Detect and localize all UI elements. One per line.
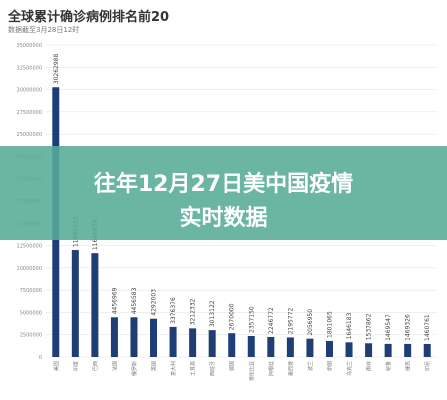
- bar-value-label: 4456969: [111, 287, 118, 314]
- bar-value-label: 3013122: [209, 300, 216, 327]
- bar: [286, 337, 294, 357]
- headline-line-2: 实时数据: [179, 206, 268, 231]
- bar: [247, 335, 255, 357]
- bar: [208, 330, 216, 357]
- bar-value-label: 1646183: [346, 312, 353, 339]
- bar: [325, 340, 333, 357]
- bar-value-label: 1469547: [385, 314, 392, 341]
- bar-value-label: 2195772: [287, 308, 294, 335]
- x-tick-label: 秘鲁: [385, 361, 392, 371]
- bar-value-label: 2246772: [268, 307, 275, 334]
- bar: [110, 317, 118, 357]
- bar: [71, 250, 79, 357]
- x-tick-label: 阿根廷: [268, 361, 275, 376]
- x-tick-label: 伊朗: [326, 361, 333, 371]
- bar: [423, 343, 431, 357]
- x-tick-label: 印尼: [424, 361, 431, 371]
- x-tick-label: 墨西哥: [288, 361, 294, 376]
- bar-value-label: 30262988: [53, 54, 60, 85]
- x-tick-label: 印度: [72, 361, 79, 371]
- bar-value-label: 3212332: [190, 298, 197, 325]
- bar: [228, 333, 236, 357]
- bar-value-label: 4456583: [131, 287, 138, 314]
- x-tick-label: 德国: [229, 361, 236, 371]
- x-tick-label: 土耳其: [190, 361, 197, 376]
- chart-subtitle: 数据截至3月28日12时: [8, 26, 80, 34]
- bar: [365, 343, 373, 357]
- bar-value-label: 1460761: [424, 314, 431, 341]
- bar: [91, 253, 99, 357]
- y-tick-label: 27500000: [17, 110, 42, 116]
- y-tick-label: 5000000: [20, 310, 42, 316]
- bar-value-label: 2056950: [307, 309, 314, 336]
- x-tick-label: 乌克兰: [346, 361, 353, 376]
- y-tick-label: 7500000: [20, 288, 42, 294]
- bar: [384, 343, 392, 357]
- y-tick-label: 30000000: [17, 88, 42, 94]
- x-tick-label: 英国: [151, 361, 158, 371]
- y-tick-label: 32500000: [17, 65, 42, 71]
- bar: [130, 317, 138, 357]
- bar-value-label: 1801065: [326, 311, 333, 338]
- x-tick-label: 意大利: [170, 361, 177, 376]
- bar: [345, 342, 353, 357]
- x-tick-label: 法国: [111, 361, 118, 371]
- y-tick-label: 10000000: [17, 266, 42, 272]
- bar: [306, 338, 314, 357]
- x-tick-label: 美国: [53, 361, 60, 371]
- x-tick-label: 捷克: [405, 361, 412, 371]
- bar: [169, 326, 177, 357]
- headline-banner: [0, 146, 447, 240]
- x-tick-label: 西班牙: [209, 361, 216, 376]
- chart-title: 全球累计确诊病例排名前20: [8, 10, 170, 25]
- y-tick-label: 2500000: [20, 333, 42, 339]
- headline-line-1: 往年12月27日美中国疫情: [93, 172, 354, 197]
- bar: [189, 328, 197, 357]
- bar: [150, 318, 158, 357]
- bar: [404, 343, 412, 357]
- x-tick-label: 南非: [366, 361, 373, 371]
- bar: [267, 336, 275, 357]
- x-axis-labels: 美国 印度 巴西 法国 俄罗斯 英国 意大利 土耳其 西班牙 德国 哥伦比亚 阿根廷 墨西哥 波兰 伊朗 乌克…: [53, 361, 431, 381]
- x-tick-label: 哥伦比亚: [248, 361, 255, 381]
- x-tick-label: 俄罗斯: [131, 361, 138, 376]
- y-tick-label: 35000000: [17, 43, 42, 49]
- bar-value-label: 1537862: [366, 313, 373, 340]
- bar-value-label: 3376376: [170, 297, 177, 324]
- bar-value-label: 1469326: [405, 314, 412, 341]
- y-tick-label: 12500000: [17, 244, 42, 250]
- x-tick-label: 波兰: [307, 361, 314, 371]
- x-tick-label: 巴西: [93, 361, 99, 371]
- y-tick-label: 0: [39, 355, 42, 361]
- y-tick-label: 25000000: [17, 132, 42, 138]
- bar-value-label: 2357150: [248, 306, 255, 333]
- bar-value-label: 4292003: [151, 289, 158, 316]
- bar-value-label: 2670000: [229, 303, 236, 330]
